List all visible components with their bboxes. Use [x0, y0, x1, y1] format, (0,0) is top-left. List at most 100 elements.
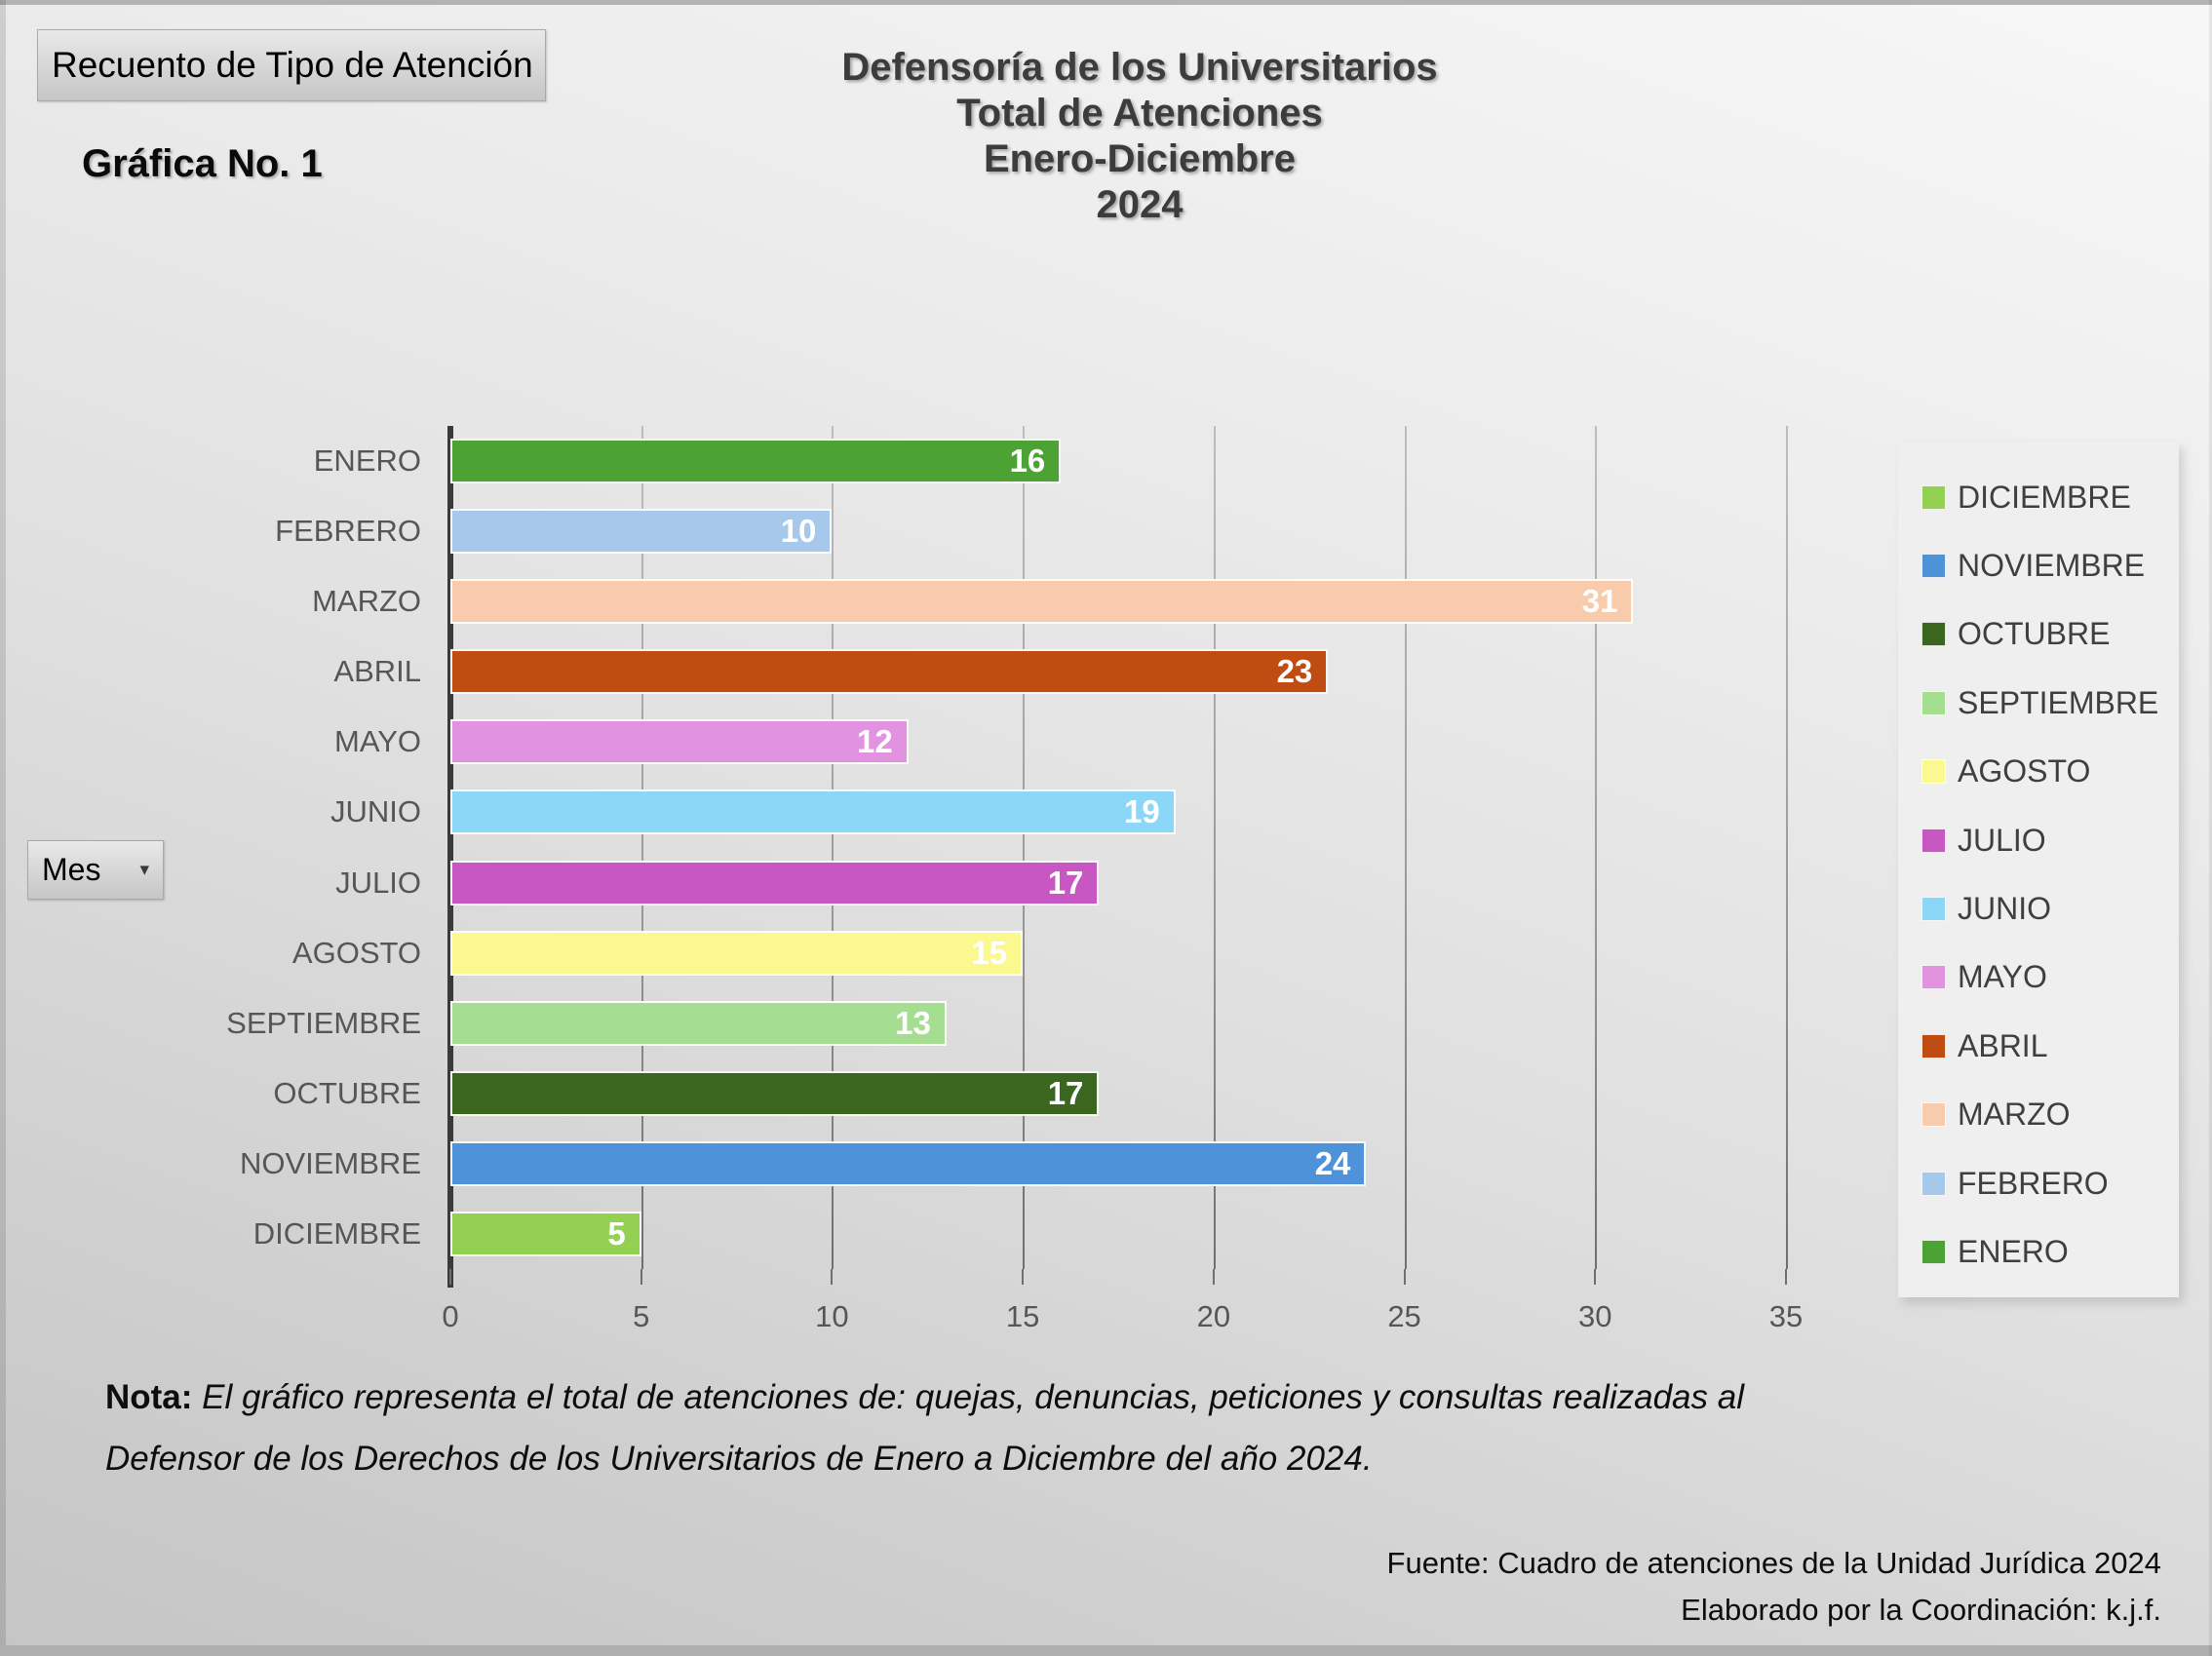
- category-label: ENERO: [313, 443, 421, 478]
- category-label: JULIO: [335, 865, 421, 900]
- bar-value-label: 31: [1581, 583, 1618, 620]
- axis-tick: [1594, 1269, 1597, 1285]
- legend-item: ABRIL: [1921, 1012, 2179, 1080]
- legend-item-label: NOVIEMBRE: [1958, 548, 2146, 584]
- legend-swatch: [1921, 828, 1946, 853]
- axis-tick: [640, 1269, 642, 1285]
- bar: 13: [450, 1000, 947, 1046]
- legend-swatch: [1921, 554, 1946, 579]
- bar-value-label: 16: [1009, 443, 1046, 480]
- gridline: [1404, 426, 1407, 1269]
- category-label: MARZO: [312, 584, 421, 619]
- axis-tick: [1022, 1269, 1025, 1285]
- note-text: Nota: El gráfico representa el total de …: [105, 1367, 2045, 1489]
- note-line1: El gráfico representa el total de atenci…: [192, 1378, 1744, 1416]
- legend-swatch: [1921, 897, 1946, 922]
- legend-item-label: SEPTIEMBRE: [1958, 684, 2159, 720]
- legend-swatch: [1921, 690, 1946, 715]
- x-tick-label: 0: [442, 1299, 459, 1333]
- note-label: Nota:: [105, 1378, 193, 1416]
- window-edge-right: [2209, 0, 2212, 1656]
- x-tick-label: 10: [815, 1299, 849, 1333]
- bar: 15: [450, 930, 1024, 976]
- legend-item-label: AGOSTO: [1958, 753, 2091, 789]
- bar: 19: [450, 789, 1176, 835]
- legend-swatch: [1921, 622, 1946, 647]
- legend-item-label: DICIEMBRE: [1958, 479, 2131, 515]
- legend-item: ENERO: [1921, 1217, 2179, 1286]
- bar: 23: [450, 649, 1329, 695]
- category-label: NOVIEMBRE: [239, 1145, 421, 1180]
- bar: 17: [450, 1070, 1100, 1116]
- legend-item-label: JUNIO: [1958, 891, 2051, 927]
- legend-item-label: MAYO: [1958, 959, 2047, 995]
- bar-value-label: 24: [1314, 1144, 1351, 1181]
- chart-title-line1: Defensoría de los Universitarios: [841, 46, 1438, 89]
- dropdown-arrow-icon: ▾: [139, 860, 149, 880]
- legend-item: JUNIO: [1921, 874, 2179, 943]
- gridline: [640, 426, 643, 1269]
- category-label: AGOSTO: [291, 935, 421, 970]
- axis-tick: [831, 1269, 834, 1285]
- window-edge-bottom: [0, 1645, 2212, 1656]
- axis-tick: [1403, 1269, 1406, 1285]
- bar: 31: [450, 579, 1634, 625]
- bar: 5: [450, 1211, 641, 1256]
- bar: 17: [450, 860, 1100, 905]
- bar-value-label: 17: [1047, 1074, 1084, 1111]
- axis-tick: [1785, 1269, 1787, 1285]
- legend-swatch: [1921, 1239, 1946, 1264]
- gridline: [1023, 426, 1026, 1269]
- axis-tick: [1212, 1269, 1215, 1285]
- gridline: [832, 426, 834, 1269]
- legend-item-label: OCTUBRE: [1958, 616, 2111, 652]
- legend-item: AGOSTO: [1921, 738, 2179, 806]
- x-tick-label: 35: [1768, 1299, 1804, 1333]
- bar-value-label: 19: [1123, 793, 1160, 830]
- legend-item: NOVIEMBRE: [1921, 531, 2179, 599]
- pivot-field-button-report[interactable]: Recuento de Tipo de Atención: [37, 29, 546, 101]
- legend-swatch: [1921, 759, 1946, 785]
- x-tick-label: 15: [1005, 1299, 1040, 1333]
- axis-tick: [449, 1269, 451, 1285]
- pivot-field-button-axis[interactable]: Mes ▾: [27, 840, 164, 900]
- bar-value-label: 5: [607, 1214, 626, 1252]
- legend-item-label: ABRIL: [1958, 1027, 2048, 1063]
- pivot-field-button-axis-label: Mes: [42, 852, 101, 887]
- category-label: FEBRERO: [275, 514, 421, 549]
- legend-swatch: [1921, 1033, 1946, 1059]
- x-tick-label: 20: [1196, 1299, 1231, 1333]
- bar-value-label: 17: [1047, 864, 1084, 901]
- legend-item: JULIO: [1921, 806, 2179, 874]
- legend-swatch: [1921, 1102, 1946, 1128]
- category-label: JUNIO: [330, 794, 421, 829]
- window-edge-left: [0, 0, 6, 1656]
- gridline: [1786, 426, 1788, 1269]
- legend-item: MAYO: [1921, 944, 2179, 1012]
- legend-items: DICIEMBRE NOVIEMBRE OCTUBRE SEPTIEMBRE AGOST…: [1921, 463, 2179, 1287]
- legend-item-label: MARZO: [1958, 1097, 2071, 1133]
- source-text: Fuente: Cuadro de atenciones de la Unida…: [1387, 1540, 2161, 1634]
- gridline: [1213, 426, 1216, 1269]
- category-label: MAYO: [334, 724, 421, 759]
- category-axis-line: [447, 426, 453, 1288]
- chart-title-line2: Total de Atenciones: [956, 92, 1323, 135]
- category-label: OCTUBRE: [273, 1075, 421, 1110]
- chart-title: Defensoría de los Universitarios Total d…: [652, 45, 1627, 228]
- legend: DICIEMBRE NOVIEMBRE OCTUBRE SEPTIEMBRE AGOST…: [1898, 442, 2179, 1297]
- bar-value-label: 15: [971, 934, 1008, 971]
- legend-item: FEBRERO: [1921, 1149, 2179, 1217]
- legend-item: SEPTIEMBRE: [1921, 669, 2179, 737]
- chart-number-label: Gráfica No. 1: [82, 142, 323, 185]
- note-line2: Defensor de los Derechos de los Universi…: [105, 1440, 1373, 1478]
- legend-swatch: [1921, 1171, 1946, 1196]
- chart-title-line3: Enero-Diciembre: [983, 137, 1297, 180]
- legend-item: MARZO: [1921, 1081, 2179, 1149]
- legend-item-label: ENERO: [1958, 1233, 2069, 1269]
- plot-area: 0 5 10 15 20 25 30 35 ENERO 16 FEBRERO 10 MARZO 31 ABR…: [226, 426, 1803, 1333]
- bar: 10: [450, 509, 833, 555]
- legend-item: OCTUBRE: [1921, 600, 2179, 669]
- x-tick-label: 25: [1387, 1299, 1421, 1333]
- bar: 24: [450, 1140, 1367, 1186]
- bar-value-label: 23: [1276, 653, 1313, 690]
